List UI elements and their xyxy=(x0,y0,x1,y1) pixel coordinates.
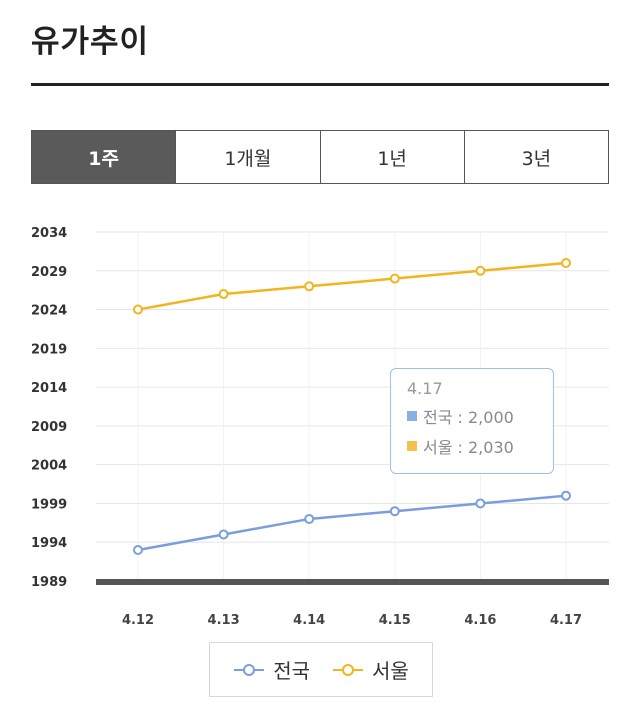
x-tick-label: 4.12 xyxy=(122,613,154,628)
y-tick-label: 2029 xyxy=(31,265,67,280)
x-tick-label: 4.15 xyxy=(379,613,411,628)
data-point-seoul xyxy=(304,281,315,292)
national-swatch-icon xyxy=(407,411,417,421)
data-point-national xyxy=(475,498,486,509)
tooltip-row-national: 전국 : 2,000 xyxy=(407,404,537,428)
data-point-seoul xyxy=(475,265,486,276)
data-point-seoul xyxy=(561,258,571,269)
series-line-national xyxy=(137,494,567,552)
tooltip-date: 4.17 xyxy=(407,379,443,398)
title-divider xyxy=(31,83,609,86)
data-point-seoul xyxy=(133,304,143,315)
tooltip-row-seoul: 서울 : 2,030 xyxy=(407,434,537,458)
legend-item-seoul[interactable]: 서울 xyxy=(332,655,409,684)
price-trend-chart: 2034 2029 2024 2019 2014 2009 2004 1999 1994 1989… xyxy=(31,226,609,628)
y-tick-label: 1999 xyxy=(31,497,67,512)
tooltip-seoul-value: 서울 : 2,030 xyxy=(423,438,514,457)
tooltip-national-value: 전국 : 2,000 xyxy=(423,408,514,427)
data-point-national xyxy=(218,529,229,540)
y-tick-label: 2009 xyxy=(31,420,67,435)
chart-legend: 전국 서울 xyxy=(209,642,433,697)
data-point-seoul xyxy=(389,273,400,284)
x-tick-label: 4.17 xyxy=(550,613,582,628)
tab-1-month[interactable]: 1개월 xyxy=(175,131,320,183)
y-tick-label: 2004 xyxy=(31,459,67,474)
data-point-seoul xyxy=(218,289,229,300)
data-point-national xyxy=(304,513,315,524)
x-axis-baseline xyxy=(96,579,609,585)
chart-tooltip: 4.17 전국 : 2,000 서울 : 2,030 xyxy=(390,368,554,474)
line-marker-icon xyxy=(333,663,363,676)
data-point-national xyxy=(389,506,400,517)
data-point-national xyxy=(133,544,143,555)
seoul-swatch-icon xyxy=(407,441,417,451)
data-point-national xyxy=(561,490,571,501)
series-line-seoul xyxy=(137,261,567,311)
legend-label-seoul: 서울 xyxy=(372,659,409,683)
page-title: 유가추이 xyxy=(31,24,150,60)
y-tick-label: 2034 xyxy=(31,226,67,241)
legend-item-national[interactable]: 전국 xyxy=(233,655,310,684)
y-tick-label: 1989 xyxy=(31,575,67,590)
x-tick-label: 4.16 xyxy=(464,613,496,628)
tab-1-week[interactable]: 1주 xyxy=(32,131,176,183)
period-tabs: 1주 1개월 1년 3년 xyxy=(31,130,609,184)
tab-1-year[interactable]: 1년 xyxy=(319,131,464,183)
x-tick-label: 4.13 xyxy=(208,613,240,628)
y-tick-label: 2019 xyxy=(31,342,67,357)
x-tick-label: 4.14 xyxy=(293,613,325,628)
line-marker-icon xyxy=(234,663,265,676)
tab-3-years[interactable]: 3년 xyxy=(463,131,608,183)
y-tick-label: 2014 xyxy=(31,381,67,396)
y-tick-label: 1994 xyxy=(31,536,67,551)
y-tick-label: 2024 xyxy=(31,304,67,319)
legend-label-national: 전국 xyxy=(273,659,310,683)
